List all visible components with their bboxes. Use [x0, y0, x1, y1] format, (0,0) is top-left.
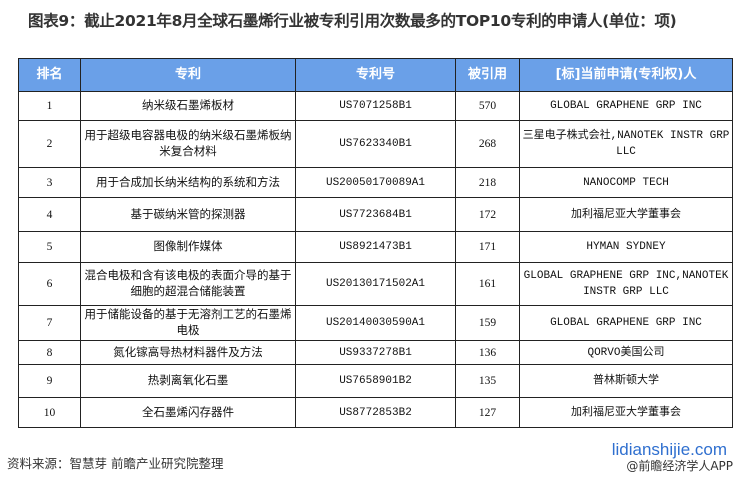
cell-rank: 6	[18, 262, 81, 306]
cell-patent: 用于合成加长纳米结构的系统和方法	[80, 167, 296, 198]
cell-patent-number: US7658901B2	[295, 364, 456, 398]
cell-citations: 159	[455, 305, 520, 341]
cell-citations: 570	[455, 91, 520, 121]
cell-rank: 10	[18, 397, 81, 428]
table-row: 6 混合电极和含有该电极的表面介导的基于细胞的超混合储能装置 US201301715…	[18, 262, 733, 306]
cell-citations: 171	[455, 231, 520, 263]
cell-rank: 3	[18, 167, 81, 198]
table-row: 5 图像制作媒体 US8921473B1 171 HYMAN SYDNEY	[18, 231, 733, 263]
patent-table: 排名 专利 专利号 被引用 [标]当前申请(专利权)人 1 纳米级石墨烯板材 US7…	[18, 58, 733, 428]
cell-patent-number: US7723684B1	[295, 197, 456, 232]
cell-patent-number: US20050170089A1	[295, 167, 456, 198]
table-row: 9 热剥离氧化石墨 US7658901B2 135 普林斯顿大学	[18, 364, 733, 398]
page-title: 图表9：截止2021年8月全球石墨烯行业被专利引用次数最多的TOP10专利的申请…	[28, 12, 677, 30]
cell-rank: 5	[18, 231, 81, 263]
header-patent-number: 专利号	[295, 58, 456, 92]
cell-applicant: GLOBAL GRAPHENE GRP INC,NANOTEK INSTR GR…	[519, 262, 733, 306]
cell-patent: 氮化镓高导热材料器件及方法	[80, 340, 296, 365]
cell-patent: 全石墨烯闪存器件	[80, 397, 296, 428]
cell-rank: 8	[18, 340, 81, 365]
cell-patent: 图像制作媒体	[80, 231, 296, 263]
table-row: 4 基于碳纳米管的探测器 US7723684B1 172 加利福尼亚大学董事会	[18, 197, 733, 232]
cell-citations: 268	[455, 120, 520, 168]
table-row: 1 纳米级石墨烯板材 US7071258B1 570 GLOBAL GRAPHENE G…	[18, 91, 733, 121]
cell-patent: 纳米级石墨烯板材	[80, 91, 296, 121]
header-patent: 专利	[80, 58, 296, 92]
cell-patent: 用于超级电容器电极的纳米级石墨烯板纳米复合材料	[80, 120, 296, 168]
cell-citations: 172	[455, 197, 520, 232]
cell-rank: 4	[18, 197, 81, 232]
cell-patent-number: US7623340B1	[295, 120, 456, 168]
header-applicant: [标]当前申请(专利权)人	[519, 58, 733, 92]
cell-patent: 混合电极和含有该电极的表面介导的基于细胞的超混合储能装置	[80, 262, 296, 306]
watermark-site: lidianshijie.com	[611, 440, 727, 459]
cell-applicant: 加利福尼亚大学董事会	[519, 397, 733, 428]
cell-rank: 1	[18, 91, 81, 121]
table-row: 10 全石墨烯闪存器件 US8772853B2 127 加利福尼亚大学董事会	[18, 397, 733, 428]
cell-applicant: NANOCOMP TECH	[519, 167, 733, 198]
cell-rank: 7	[18, 305, 81, 341]
source-note: 资料来源：智慧芽 前瞻产业研究院整理	[7, 456, 224, 471]
cell-citations: 136	[455, 340, 520, 365]
cell-citations: 127	[455, 397, 520, 428]
table-header-row: 排名 专利 专利号 被引用 [标]当前申请(专利权)人	[18, 58, 733, 92]
cell-applicant: GLOBAL GRAPHENE GRP INC	[519, 91, 733, 121]
cell-patent: 用于储能设备的基于无溶剂工艺的石墨烯电极	[80, 305, 296, 341]
cell-patent-number: US20130171502A1	[295, 262, 456, 306]
cell-applicant: 普林斯顿大学	[519, 364, 733, 398]
header-citations: 被引用	[455, 58, 520, 92]
cell-patent-number: US8921473B1	[295, 231, 456, 263]
table-row: 3 用于合成加长纳米结构的系统和方法 US20050170089A1 218 NANOC…	[18, 167, 733, 198]
table-row: 8 氮化镓高导热材料器件及方法 US9337278B1 136 QORVO美国公司	[18, 340, 733, 365]
cell-patent-number: US7071258B1	[295, 91, 456, 121]
cell-patent-number: US9337278B1	[295, 340, 456, 365]
cell-citations: 161	[455, 262, 520, 306]
cell-applicant: GLOBAL GRAPHENE GRP INC	[519, 305, 733, 341]
cell-patent: 基于碳纳米管的探测器	[80, 197, 296, 232]
cell-rank: 9	[18, 364, 81, 398]
cell-applicant: 加利福尼亚大学董事会	[519, 197, 733, 232]
cell-patent-number: US8772853B2	[295, 397, 456, 428]
cell-patent: 热剥离氧化石墨	[80, 364, 296, 398]
watermark-app: @前瞻经济学人APP	[626, 459, 733, 473]
cell-patent-number: US20140030590A1	[295, 305, 456, 341]
cell-citations: 218	[455, 167, 520, 198]
cell-applicant: QORVO美国公司	[519, 340, 733, 365]
table-row: 7 用于储能设备的基于无溶剂工艺的石墨烯电极 US20140030590A1 159 G…	[18, 305, 733, 341]
cell-rank: 2	[18, 120, 81, 168]
cell-applicant: 三星电子株式会社,NANOTEK INSTR GRP LLC	[519, 120, 733, 168]
cell-applicant: HYMAN SYDNEY	[519, 231, 733, 263]
header-rank: 排名	[18, 58, 81, 92]
cell-citations: 135	[455, 364, 520, 398]
table-row: 2 用于超级电容器电极的纳米级石墨烯板纳米复合材料 US7623340B1 268 三星…	[18, 120, 733, 168]
